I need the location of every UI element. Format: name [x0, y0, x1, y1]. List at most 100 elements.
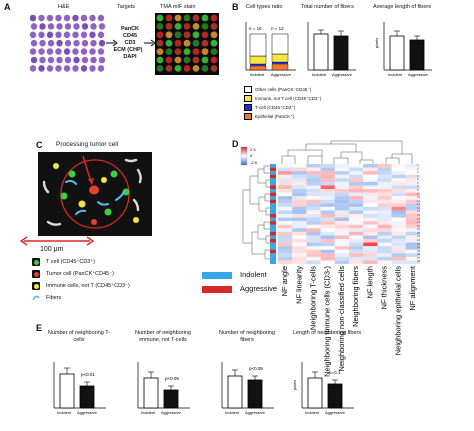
heatmap-cell: [278, 196, 293, 200]
heatmap-cell: [349, 171, 364, 175]
heatmap-cell: [405, 231, 420, 236]
heatmap-cell: [363, 235, 378, 240]
heatmap-cell: [405, 164, 420, 168]
heatmap-row-label: 4: [417, 173, 419, 178]
bar-aggressive: [79, 385, 95, 409]
heatmap-cell: [349, 203, 364, 207]
x-aggressive: Aggressive: [245, 410, 266, 415]
heatmap-cell: [377, 214, 392, 218]
panel-a-label: A: [4, 2, 11, 12]
heatmap-cell: [306, 256, 321, 261]
heatmap-cell: [391, 214, 406, 218]
heatmap-cell: [391, 181, 406, 186]
heatmap-cell: [334, 167, 350, 172]
heatmap-cell: [306, 203, 321, 207]
heatmap-cell: [349, 214, 364, 218]
heatmap-cell: [391, 199, 406, 204]
heatmap-cell: [306, 242, 321, 247]
heatmap-cell: [349, 206, 364, 211]
heatmap-cell: [377, 256, 392, 261]
group-bar-cell: [270, 199, 276, 204]
heatmap-cell: [363, 171, 378, 175]
heatmap-cell: [405, 185, 420, 190]
x-indolent: Indolent: [57, 410, 72, 415]
heatmap-cell: [278, 214, 293, 218]
bar-aggressive: [271, 33, 289, 71]
heatmap-row-label: 3: [417, 170, 419, 175]
total-fibers-chart: Indolent Aggressive: [307, 22, 356, 77]
heatmap-cell: [334, 178, 350, 182]
heatmap-column-label: NF length: [365, 266, 374, 299]
heatmap-cell: [334, 249, 350, 254]
heatmap-cell: [363, 246, 378, 250]
heatmap-row-label: 8: [417, 188, 419, 192]
heatmap-column-label: NF alignment: [408, 265, 417, 311]
heatmap-cell: [306, 196, 321, 200]
heatmap-cell: [278, 206, 293, 211]
panel-e-label: E: [36, 323, 43, 333]
heatmap-cell: [349, 242, 364, 247]
heatmap-cell: [349, 199, 364, 204]
avg-length-ylabel: pixels: [374, 38, 379, 48]
heatmap-cell: [377, 196, 392, 200]
heatmap-cell: [391, 224, 406, 229]
heatmap-cell: [349, 185, 364, 190]
heatmap-cell: [292, 181, 307, 186]
heatmap-cell: [292, 185, 307, 190]
heatmap-cell: [363, 196, 378, 200]
heatmap-cell: [306, 217, 321, 222]
p-value: p<0.01: [81, 372, 95, 377]
heatmap-cell: [377, 217, 392, 222]
heatmap-cell: [306, 189, 321, 193]
heatmap-cell: [363, 242, 378, 247]
heatmap-cell: [363, 203, 378, 207]
heatmap-cell: [349, 196, 364, 200]
heatmap-cell: [334, 214, 350, 218]
heatmap-cell: [391, 210, 406, 215]
heatmap-row-label: 18: [417, 223, 421, 228]
cell-ratio-chart: n = 16 n = 12 Indolent Aggressive: [245, 22, 296, 77]
x-indolent: Indolent: [305, 410, 320, 415]
heatmap-row-label: 6: [417, 180, 419, 185]
heatmap-cell: [292, 210, 307, 215]
heatmap-cell: [278, 203, 293, 207]
heatmap-cell: [320, 239, 335, 243]
target-ecm: ECM (CHP): [113, 47, 143, 53]
heatmap-cell: [320, 167, 335, 172]
heatmap-cell: [292, 260, 307, 264]
heatmap-cell: [405, 203, 420, 207]
heatmap-cell: [363, 164, 378, 168]
heatmap-cell: [334, 221, 350, 225]
heatmap-cell: [292, 253, 307, 257]
heatmap-row-label: 19: [417, 227, 421, 232]
heatmap-cell: [391, 178, 406, 182]
heatmap-cell: [306, 239, 321, 243]
group-bar-cell: [270, 171, 276, 175]
scale-mid: 0: [250, 153, 253, 158]
heatmap-cell: [306, 174, 321, 179]
heatmap-column-labels: NF angle NF linearity Neighboring T-cells N…: [280, 265, 417, 377]
heatmap-cell: [278, 181, 293, 186]
heatmap-cell: [334, 217, 350, 222]
heatmap-cell: [278, 178, 293, 182]
heatmap-cell: [320, 185, 335, 190]
target-cd3: CD3: [124, 40, 136, 46]
heatmap-cell: [306, 224, 321, 229]
heatmap-cell: [292, 164, 307, 168]
cell-types-legend: Other cells (PanCK⁻CD45⁻) Immune, not T …: [244, 85, 321, 121]
panel-c-legend: T cell (CD45⁺CD3⁺) Tumor cell (PanCK⁺CD4…: [32, 256, 130, 304]
heatmap-cell: [363, 189, 378, 193]
chart-title: Number of neighboring fibers: [219, 330, 275, 343]
heatmap-row-label: 7: [417, 184, 419, 189]
heatmap-cell: [292, 249, 307, 254]
heatmap-cell: [391, 206, 406, 211]
heatmap-cell: [278, 164, 293, 168]
heatmap-cell: [306, 167, 321, 172]
heatmap-cell: [306, 164, 321, 168]
heatmap-cell: [334, 253, 350, 257]
legend-item-aggressive: Aggressive: [202, 282, 277, 296]
heatmap-row-label: 5: [417, 177, 419, 182]
heatmap-cell: [292, 217, 307, 222]
x-indolent: Indolent: [250, 72, 265, 77]
heatmap-cell: [349, 210, 364, 215]
